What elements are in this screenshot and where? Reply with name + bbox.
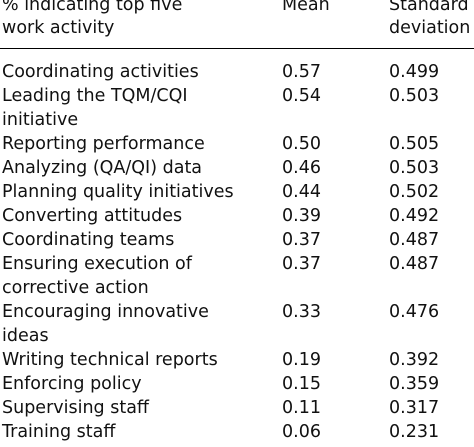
activity-cell: Leading the TQM/CQI initiative xyxy=(2,86,188,130)
mean-cell: 0.19 xyxy=(282,350,321,370)
sd-cell: 0.392 xyxy=(389,350,440,370)
table-row: Supervising staff 0.11 0.317 xyxy=(0,396,474,420)
activity-cell: Converting attitudes xyxy=(2,206,183,226)
sd-cell: 0.502 xyxy=(389,182,440,202)
sd-cell: 0.476 xyxy=(389,302,440,322)
sd-cell: 0.487 xyxy=(389,230,440,250)
activity-cell: Training staff xyxy=(2,422,116,442)
mean-cell: 0.06 xyxy=(282,422,321,442)
activity-cell: Coordinating teams xyxy=(2,230,175,250)
activity-cell: Analyzing (QA/QI) data xyxy=(2,158,203,178)
sd-cell: 0.492 xyxy=(389,206,440,226)
activity-cell: Supervising staff xyxy=(2,398,149,418)
table-row: Training staff 0.06 0.231 xyxy=(0,420,474,444)
activity-cell: Coordinating activities xyxy=(2,62,199,82)
table-row: Enforcing policy 0.15 0.359 xyxy=(0,372,474,396)
sd-cell: 0.505 xyxy=(389,134,440,154)
table-row: Coordinating teams 0.37 0.487 xyxy=(0,228,474,252)
activity-cell: Ensuring execution of corrective action xyxy=(2,254,192,298)
header-activity: % indicating top five work activity xyxy=(2,0,183,38)
activity-cell: Encouraging innovative ideas xyxy=(2,302,209,346)
mean-cell: 0.50 xyxy=(282,134,321,154)
mean-cell: 0.57 xyxy=(282,62,321,82)
sd-cell: 0.503 xyxy=(389,86,440,106)
sd-cell: 0.359 xyxy=(389,374,440,394)
mean-cell: 0.39 xyxy=(282,206,321,226)
table-row: Leading the TQM/CQI initiative 0.54 0.50… xyxy=(0,84,474,132)
table-row: Planning quality initiatives 0.44 0.502 xyxy=(0,180,474,204)
sd-cell: 0.487 xyxy=(389,254,440,274)
sd-cell: 0.499 xyxy=(389,62,440,82)
table-body: Coordinating activities 0.57 0.499 Leadi… xyxy=(0,60,474,444)
table-row: Reporting performance 0.50 0.505 xyxy=(0,132,474,156)
activity-cell: Planning quality initiatives xyxy=(2,182,234,202)
sd-cell: 0.503 xyxy=(389,158,440,178)
activity-cell: Writing technical reports xyxy=(2,350,218,370)
table-row: Ensuring execution of corrective action … xyxy=(0,252,474,300)
sd-cell: 0.231 xyxy=(389,422,440,442)
table-row: Converting attitudes 0.39 0.492 xyxy=(0,204,474,228)
mean-cell: 0.15 xyxy=(282,374,321,394)
mean-cell: 0.11 xyxy=(282,398,321,418)
mean-cell: 0.46 xyxy=(282,158,321,178)
table-row: Encouraging innovative ideas 0.33 0.476 xyxy=(0,300,474,348)
table-row: Writing technical reports 0.19 0.392 xyxy=(0,348,474,372)
activity-cell: Enforcing policy xyxy=(2,374,142,394)
header-standard-deviation: Standard deviation xyxy=(389,0,471,38)
sd-cell: 0.317 xyxy=(389,398,440,418)
mean-cell: 0.37 xyxy=(282,230,321,250)
table-row: Coordinating activities 0.57 0.499 xyxy=(0,60,474,84)
mean-cell: 0.33 xyxy=(282,302,321,322)
mean-cell: 0.37 xyxy=(282,254,321,274)
header-divider xyxy=(0,48,474,49)
header-mean: Mean xyxy=(282,0,330,15)
mean-cell: 0.44 xyxy=(282,182,321,202)
activity-cell: Reporting performance xyxy=(2,134,205,154)
mean-cell: 0.54 xyxy=(282,86,321,106)
table-header: % indicating top five work activity Mean… xyxy=(0,0,474,48)
table-row: Analyzing (QA/QI) data 0.46 0.503 xyxy=(0,156,474,180)
